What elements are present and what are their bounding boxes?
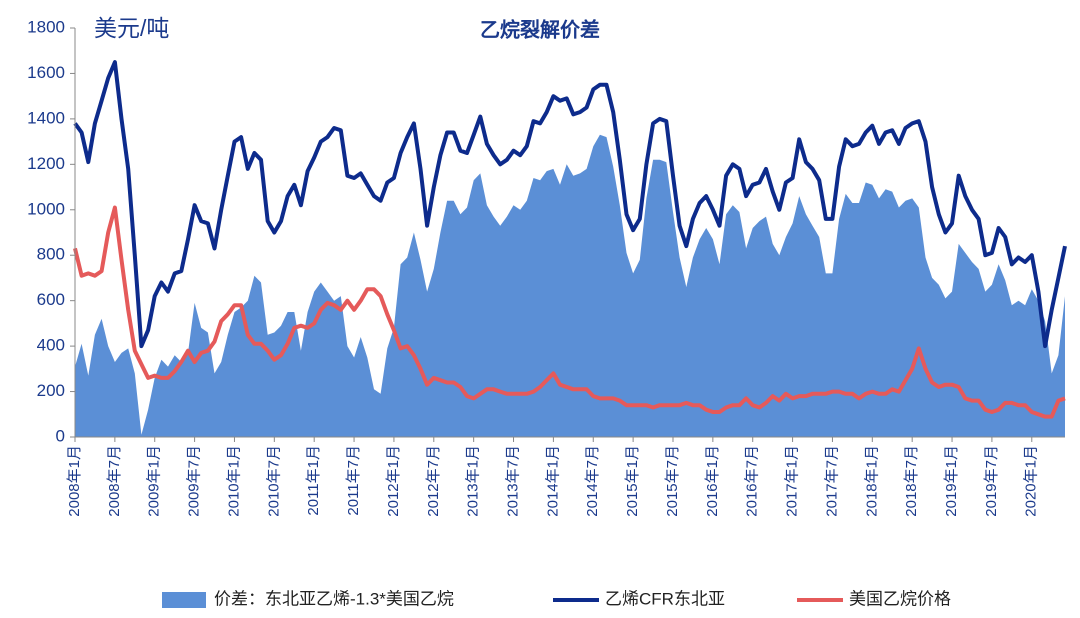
x-tick-label: 2010年7月 bbox=[265, 445, 282, 517]
line bbox=[73, 205, 1066, 419]
line bbox=[73, 60, 1067, 349]
x-tick-label: 2017年1月 bbox=[784, 445, 801, 517]
x-tick-label: 2012年7月 bbox=[425, 445, 442, 517]
y-axis-unit: 美元/吨 bbox=[94, 15, 169, 41]
x-tick-label: 2015年1月 bbox=[624, 445, 641, 517]
x-tick-label: 2018年1月 bbox=[863, 445, 880, 517]
y-tick-label: 1400 bbox=[27, 108, 65, 127]
x-tick-label: 2008年1月 bbox=[66, 445, 83, 517]
y-tick-label: 1600 bbox=[27, 63, 65, 82]
x-tick-label: 2019年7月 bbox=[983, 445, 1000, 517]
y-tick-label: 1200 bbox=[27, 154, 65, 173]
x-tick-label: 2014年1月 bbox=[544, 445, 561, 517]
legend-label: 美国乙烷价格 bbox=[849, 589, 951, 608]
x-tick-label: 2019年1月 bbox=[943, 445, 960, 517]
x-tick-label: 2012年1月 bbox=[385, 445, 402, 517]
x-tick-label: 2018年7月 bbox=[903, 445, 920, 517]
x-tick-label: 2009年1月 bbox=[146, 445, 163, 517]
x-tick-label: 2016年7月 bbox=[744, 445, 761, 517]
area bbox=[75, 134, 1065, 438]
x-tick-label: 2011年7月 bbox=[345, 445, 362, 516]
y-tick-label: 1800 bbox=[27, 17, 65, 36]
x-tick-label: 2009年7月 bbox=[186, 445, 203, 517]
legend-label: 价差：东北亚乙烯-1.3*美国乙烷 bbox=[214, 589, 454, 608]
x-tick-label: 2011年1月 bbox=[305, 445, 322, 516]
y-tick-label: 400 bbox=[37, 336, 65, 355]
x-tick-label: 2010年1月 bbox=[225, 445, 242, 517]
x-tick-label: 2014年7月 bbox=[584, 445, 601, 517]
legend-swatch bbox=[162, 592, 206, 608]
y-tick-label: 600 bbox=[37, 290, 65, 309]
x-tick-label: 2013年1月 bbox=[465, 445, 482, 517]
y-tick-label: 200 bbox=[37, 381, 65, 400]
x-tick-label: 2020年1月 bbox=[1023, 445, 1040, 517]
x-tick-label: 2008年7月 bbox=[106, 445, 123, 517]
legend-label: 乙烯CFR东北亚 bbox=[605, 589, 725, 608]
x-tick-label: 2013年7月 bbox=[504, 445, 521, 517]
y-tick-label: 1000 bbox=[27, 199, 65, 218]
y-tick-label: 800 bbox=[37, 245, 65, 264]
x-tick-label: 2017年7月 bbox=[823, 445, 840, 517]
x-tick-label: 2016年1月 bbox=[704, 445, 721, 517]
y-tick-label: 0 bbox=[56, 426, 65, 445]
chart-title: 乙烷裂解价差 bbox=[480, 17, 600, 41]
x-tick-label: 2015年7月 bbox=[664, 445, 681, 517]
